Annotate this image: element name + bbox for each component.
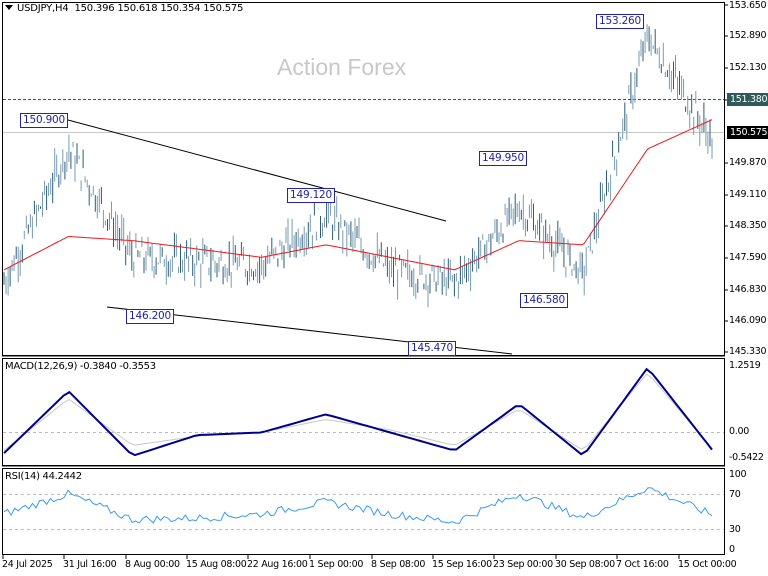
macd-signal-line xyxy=(3,373,713,451)
macd-axis-label: -0.5422 xyxy=(729,452,764,463)
price-axis-label: 148.350 xyxy=(729,220,767,231)
rsi-axis-label: 100 xyxy=(729,469,747,480)
price-axis-label: 152.890 xyxy=(729,30,767,41)
time-axis-label: 15 Oct 00:00 xyxy=(678,559,737,570)
chart-title: USDJPY,H4 150.396 150.618 150.354 150.57… xyxy=(5,3,243,14)
price-axis-label: 149.870 xyxy=(729,157,767,168)
macd-axis-label: 1.2519 xyxy=(729,360,761,371)
dropdown-triangle-icon[interactable] xyxy=(5,5,13,10)
annotation-label[interactable]: 145.470 xyxy=(408,341,457,356)
price-axis-label: 146.830 xyxy=(729,284,767,295)
annotation-label[interactable]: 153.260 xyxy=(596,14,645,29)
time-axis-label: 30 Sep 08:00 xyxy=(555,559,615,570)
time-axis-label: 22 Aug 16:00 xyxy=(247,559,308,570)
time-axis-label: 8 Aug 00:00 xyxy=(125,559,180,570)
time-axis-label: 23 Sep 00:00 xyxy=(493,559,553,570)
level-price-tag: 151.380 xyxy=(727,93,768,106)
price-axis-label: 145.330 xyxy=(729,346,767,357)
rsi-line xyxy=(3,487,713,524)
price-axis-label: 149.110 xyxy=(729,189,767,200)
rsi-axis-label: 0 xyxy=(729,544,735,555)
price-axis-label: 152.130 xyxy=(729,62,767,73)
price-axis-label: 146.090 xyxy=(729,315,767,326)
time-axis-label: 31 Jul 16:00 xyxy=(63,559,117,570)
time-axis-label: 15 Sep 16:00 xyxy=(432,559,492,570)
moving-average-line xyxy=(3,119,713,271)
price-bars xyxy=(3,24,713,308)
rsi-label: RSI(14) 44.2442 xyxy=(5,471,82,482)
macd-main-line xyxy=(3,367,713,457)
annotation-label[interactable]: 150.900 xyxy=(20,113,69,128)
price-axis-label: 153.650 xyxy=(729,0,767,11)
current-price-tag: 150.575 xyxy=(727,126,768,139)
rsi-axis-label: 30 xyxy=(729,524,741,535)
rsi-axis-label: 70 xyxy=(729,489,741,500)
macd-panel xyxy=(2,358,725,466)
watermark: Action Forex xyxy=(277,54,407,80)
ohlc-values: 150.396 150.618 150.354 150.575 xyxy=(74,3,244,14)
annotation-label[interactable]: 149.950 xyxy=(479,151,528,166)
macd-label: MACD(12,26,9) -0.3840 -0.3553 xyxy=(5,361,156,372)
price-panel xyxy=(2,2,725,356)
time-axis-label: 8 Sep 08:00 xyxy=(371,559,426,570)
annotation-label[interactable]: 146.200 xyxy=(126,309,175,324)
time-axis-label: 1 Sep 00:00 xyxy=(309,559,364,570)
price-axis-label: 147.590 xyxy=(729,252,767,263)
time-axis-label: 15 Aug 08:00 xyxy=(186,559,247,570)
rsi-panel xyxy=(2,468,725,555)
symbol-label: USDJPY,H4 xyxy=(17,3,69,14)
annotation-label[interactable]: 146.580 xyxy=(520,293,569,308)
time-axis-label: 24 Jul 2025 xyxy=(2,559,53,570)
macd-axis-label: 0.00 xyxy=(729,426,749,437)
time-axis-label: 7 Oct 16:00 xyxy=(616,559,669,570)
annotation-label[interactable]: 149.120 xyxy=(287,188,336,203)
upper-trendline[interactable] xyxy=(67,119,447,222)
